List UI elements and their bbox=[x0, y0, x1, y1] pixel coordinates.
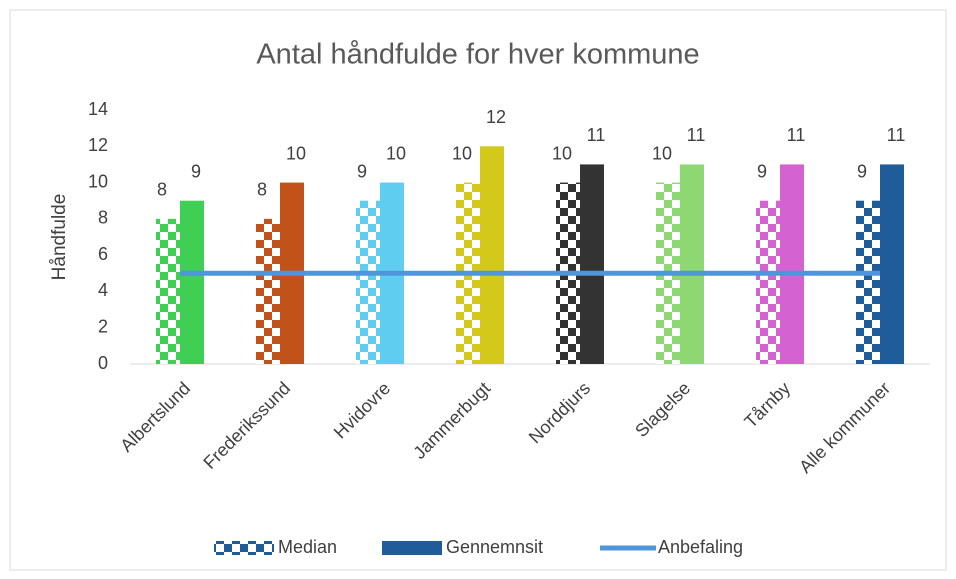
bar bbox=[780, 164, 804, 364]
bar bbox=[680, 164, 704, 364]
data-label: 10 bbox=[452, 143, 472, 163]
legend-swatch bbox=[214, 541, 274, 555]
data-label: 9 bbox=[757, 161, 767, 181]
data-label: 12 bbox=[486, 107, 506, 127]
data-label: 11 bbox=[687, 125, 706, 145]
data-label: 9 bbox=[191, 161, 201, 181]
bar bbox=[156, 218, 180, 364]
legend-swatch bbox=[382, 541, 442, 555]
y-tick-label: 2 bbox=[98, 316, 108, 336]
y-tick-label: 4 bbox=[98, 280, 108, 300]
data-label: 9 bbox=[857, 161, 867, 181]
bar bbox=[480, 146, 504, 364]
data-label: 11 bbox=[787, 125, 806, 145]
y-tick-label: 8 bbox=[98, 208, 108, 228]
data-label: 10 bbox=[386, 143, 406, 163]
legend-label: Anbefaling bbox=[658, 537, 743, 557]
y-tick-label: 14 bbox=[88, 99, 108, 119]
data-label: 8 bbox=[157, 180, 167, 200]
data-label: 11 bbox=[587, 125, 606, 145]
data-label: 11 bbox=[887, 125, 906, 145]
bar bbox=[580, 164, 604, 364]
y-tick-label: 0 bbox=[98, 353, 108, 373]
data-label: 9 bbox=[357, 161, 367, 181]
legend-label: Median bbox=[278, 537, 337, 557]
data-label: 10 bbox=[286, 143, 306, 163]
y-tick-label: 10 bbox=[88, 171, 108, 191]
data-label: 10 bbox=[552, 143, 572, 163]
y-tick-label: 6 bbox=[98, 244, 108, 264]
y-axis-label: Håndfulde bbox=[49, 194, 70, 281]
data-label: 10 bbox=[652, 143, 672, 163]
legend-label: Gennemnsit bbox=[446, 537, 543, 557]
bar bbox=[256, 218, 280, 364]
chart-title: Antal håndfulde for hver kommune bbox=[256, 39, 699, 71]
y-tick-label: 12 bbox=[88, 135, 108, 155]
bar bbox=[880, 164, 904, 364]
bar bbox=[180, 200, 204, 364]
bar bbox=[356, 200, 380, 364]
data-label: 8 bbox=[257, 180, 267, 200]
bar bbox=[756, 200, 780, 364]
bar bbox=[856, 200, 880, 364]
